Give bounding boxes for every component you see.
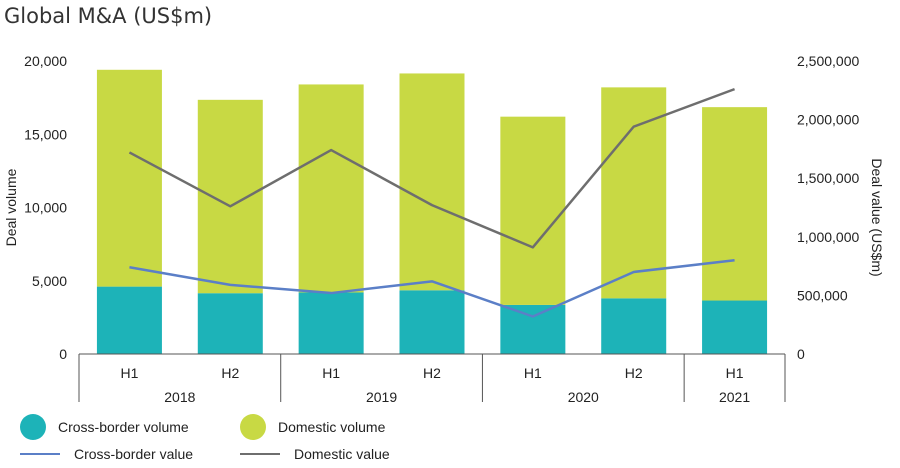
bar-domestic-volume	[399, 73, 465, 291]
y2-tick-label: 500,000	[797, 287, 848, 303]
legend-label-cross-border-volume: Cross-border volume	[58, 419, 189, 435]
x-tick-label: H2	[625, 365, 643, 381]
y2-tick-label: 1,000,000	[797, 229, 859, 245]
x-group-label: 2021	[719, 389, 750, 405]
legend-label-domestic-value: Domestic value	[294, 446, 390, 462]
bar-cross-border-volume	[702, 300, 768, 354]
y2-tick-label: 0	[797, 346, 805, 362]
y-tick-label: 5,000	[32, 273, 67, 289]
x-tick-label: H2	[423, 365, 441, 381]
y-tick-label: 0	[59, 346, 67, 362]
x-tick-label: H1	[726, 365, 744, 381]
bar-domestic-volume	[702, 107, 768, 301]
bar-domestic-volume	[298, 84, 364, 293]
y2-axis-title: Deal value (US$m)	[869, 158, 885, 276]
x-tick-label: H1	[322, 365, 340, 381]
chart-title: Global M&A (US$m)	[4, 4, 213, 28]
legend-label-cross-border-value: Cross-border value	[74, 446, 194, 462]
legend-swatch-domestic-value	[240, 453, 280, 455]
bar-domestic-volume	[96, 69, 162, 287]
bar-cross-border-volume	[298, 292, 364, 354]
legend-domestic-volume: Domestic volume	[240, 414, 385, 440]
x-tick-label: H2	[221, 365, 239, 381]
legend-cross-border-volume: Cross-border volume	[20, 414, 189, 440]
x-group-label: 2019	[366, 389, 397, 405]
legend-swatch-cross-border-value	[20, 453, 60, 455]
bar-domestic-volume	[500, 116, 566, 305]
bar-cross-border-volume	[96, 286, 162, 354]
y2-tick-label: 1,500,000	[797, 170, 859, 186]
legend-swatch-cross-border-volume	[20, 414, 46, 440]
y-tick-label: 10,000	[24, 200, 67, 216]
chart-canvas: 0 5,000 10,000 15,000 20,000 0 500,000 1,000,00…	[3, 53, 885, 405]
legend-swatch-domestic-volume	[240, 414, 266, 440]
bar-cross-border-volume	[500, 304, 566, 354]
bar-cross-border-volume	[197, 293, 263, 354]
x-group-label: 2018	[164, 389, 195, 405]
y2-tick-label: 2,000,000	[797, 112, 859, 128]
y-tick-label: 15,000	[24, 126, 67, 142]
bar-cross-border-volume	[601, 298, 667, 354]
legend-cross-border-value: Cross-border value	[20, 446, 193, 462]
legend-label-domestic-volume: Domestic volume	[278, 419, 386, 435]
y2-tick-label: 2,500,000	[797, 53, 859, 69]
bar-domestic-volume	[197, 99, 263, 294]
line-cross-border-value	[129, 258, 735, 318]
x-tick-label: H1	[120, 365, 138, 381]
legend-domestic-value: Domestic value	[240, 446, 390, 462]
line-domestic-value	[128, 87, 736, 249]
y-axis-title: Deal volume	[3, 168, 19, 246]
x-tick-label: H1	[524, 365, 542, 381]
x-group-label: 2020	[568, 389, 599, 405]
y-tick-label: 20,000	[24, 53, 67, 69]
bar-cross-border-volume	[399, 290, 465, 354]
bar-domestic-volume	[601, 87, 667, 299]
